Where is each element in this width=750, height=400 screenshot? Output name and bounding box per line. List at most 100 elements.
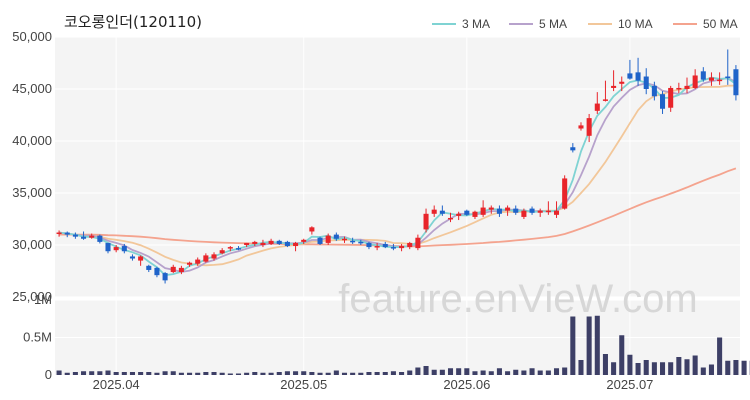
- volume-bar: [64, 372, 70, 375]
- volume-bar: [170, 371, 176, 375]
- candle-body: [578, 125, 584, 129]
- volume-bar: [733, 360, 739, 375]
- legend-label: 10 MA: [618, 17, 653, 31]
- volume-bar: [374, 372, 380, 375]
- volume-bar: [660, 362, 666, 375]
- candle-body: [235, 248, 242, 250]
- x-tick-label: 2025.05: [280, 377, 327, 392]
- volume-bar: [529, 368, 535, 375]
- candle-body: [268, 240, 274, 244]
- candle-body: [586, 118, 592, 136]
- price-tick-label: 40,000: [12, 133, 52, 148]
- candle-body: [725, 76, 731, 79]
- x-tick-label: 2025.07: [606, 377, 653, 392]
- candle-body: [692, 75, 698, 88]
- candle-body: [129, 256, 135, 259]
- volume-bar: [537, 370, 543, 375]
- volume-bar: [700, 367, 706, 375]
- volume-bar: [333, 370, 339, 375]
- volume-bar: [708, 364, 714, 375]
- volume-bar: [268, 372, 274, 375]
- volume-bar: [505, 371, 511, 375]
- volume-bar: [464, 368, 470, 375]
- candle-body: [301, 239, 307, 242]
- candle-body: [374, 246, 380, 248]
- volume-bar: [293, 371, 299, 375]
- candle-body: [341, 238, 348, 241]
- candle-body: [570, 147, 576, 151]
- candle-body: [627, 73, 633, 79]
- volume-bar: [456, 368, 462, 375]
- candle-body: [643, 76, 649, 89]
- volume-bar: [317, 372, 323, 375]
- volume-bar: [472, 371, 478, 375]
- volume-bar: [219, 372, 225, 375]
- candle-body: [668, 87, 674, 108]
- candle-body: [293, 242, 299, 247]
- volume-bar: [227, 373, 233, 375]
- candle-body: [366, 242, 372, 248]
- volume-bar: [390, 371, 396, 375]
- volume-bar: [301, 371, 307, 375]
- volume-bar: [252, 372, 258, 375]
- volume-bar: [284, 371, 290, 375]
- volume-bar: [195, 372, 201, 375]
- candle-body: [513, 208, 519, 213]
- candle-body: [684, 85, 690, 89]
- candle-body: [89, 235, 95, 238]
- candle-body: [138, 256, 144, 261]
- volume-bar: [651, 362, 657, 375]
- volume-bar: [447, 368, 454, 375]
- candle-body: [219, 250, 225, 254]
- price-plot-area: [55, 37, 740, 297]
- volume-bar: [154, 372, 160, 375]
- volume-bar: [187, 372, 193, 375]
- volume-bar: [81, 371, 87, 375]
- volume-bar: [725, 360, 731, 375]
- volume-bar: [741, 360, 747, 375]
- volume-bar: [578, 360, 584, 375]
- volume-bar: [341, 372, 348, 375]
- candle-body: [464, 210, 470, 215]
- candle-body: [178, 267, 184, 273]
- volume-bar: [399, 372, 405, 375]
- candle-body: [325, 235, 331, 243]
- volume-bar: [423, 366, 429, 375]
- candle-body: [195, 259, 201, 264]
- volume-bar: [382, 372, 388, 375]
- volume-bar: [717, 337, 723, 375]
- volume-bar: [594, 315, 600, 375]
- price-tick-label: 35,000: [12, 185, 52, 200]
- candle-body: [81, 236, 87, 239]
- candle-body: [64, 232, 70, 235]
- candle-body: [252, 241, 258, 244]
- candle-body: [309, 227, 315, 232]
- volume-bar: [178, 372, 184, 375]
- candle-body: [390, 247, 396, 249]
- candle-body: [431, 209, 437, 214]
- candle-body: [399, 246, 405, 249]
- volume-bar: [545, 370, 551, 375]
- candle-body: [154, 267, 160, 276]
- volume-bar: [692, 355, 698, 375]
- candle-body: [472, 211, 478, 217]
- candle-body: [56, 232, 62, 235]
- volume-bar: [684, 359, 690, 375]
- volume-bar: [602, 354, 608, 375]
- volume-bar: [553, 368, 560, 375]
- candle-body: [170, 266, 176, 273]
- candle-body: [676, 87, 682, 90]
- volume-bar: [415, 367, 421, 375]
- volume-bar: [203, 372, 209, 375]
- candle-body: [529, 208, 535, 213]
- candle-body: [708, 77, 714, 81]
- candle-body: [333, 234, 339, 239]
- candle-body: [382, 243, 388, 248]
- x-tick-label: 2025.04: [93, 377, 140, 392]
- candle-body: [146, 265, 152, 270]
- candle-body: [521, 210, 527, 217]
- candle-body: [594, 103, 600, 111]
- volume-tick-label: 0: [45, 367, 52, 382]
